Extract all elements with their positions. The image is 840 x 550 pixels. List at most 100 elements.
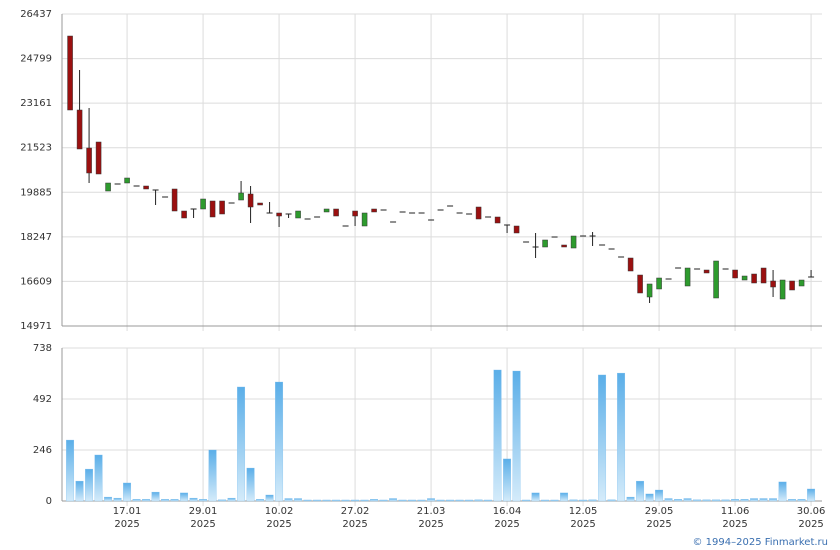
y-tick-label: 246 [33,445,52,456]
x-tick-year: 2025 [570,519,595,530]
volume-bar [379,499,388,502]
x-tick-year: 2025 [342,519,367,530]
x-tick-label: 17.01 [113,506,142,517]
candle-body [732,269,738,279]
y-tick-label: 26437 [20,9,52,20]
volume-bar [170,499,179,502]
volume-bar [341,499,350,502]
volume-bar [522,499,531,502]
volume-bar [531,492,540,502]
candle-body [542,239,548,248]
volume-bar [180,492,189,502]
candle-body [570,235,577,249]
volume-bar [417,499,426,502]
volume-bar [636,480,645,502]
candle-body [105,182,111,192]
candle-body [684,267,691,287]
y-tick-label: 738 [33,343,52,354]
candle-body [646,283,653,298]
candle-body [257,202,263,206]
volume-bar [769,498,778,502]
candle-body [86,147,92,174]
volume-bar [807,488,816,502]
candle-body [770,280,776,288]
volume-bar [778,481,787,502]
x-tick-year: 2025 [494,519,519,530]
volume-bar [446,499,455,502]
volume-bar [721,499,730,502]
volume-bar [541,499,550,502]
y-tick-label: 16609 [20,276,52,287]
volume-bar [256,499,265,502]
y-tick-label: 14971 [20,321,52,332]
candle-body [276,212,282,217]
x-tick-year: 2025 [266,519,291,530]
candle-body [627,257,634,272]
volume-bar [750,498,759,502]
volume-bar [550,499,559,502]
candle-body [295,210,301,219]
candle-body [513,225,520,234]
candle-body [798,279,805,287]
volume-bar [227,497,236,502]
candle-body [703,269,710,274]
volume-bar [569,499,578,502]
y-tick-label: 21523 [20,143,52,154]
y-tick-label: 19885 [20,187,52,198]
x-tick-label: 29.05 [645,506,674,517]
volume-bar [474,499,483,502]
y-tick-label: 492 [33,394,52,405]
volume-bar [512,370,521,502]
candle-body [181,210,187,219]
candle-body [200,198,206,210]
volume-bar [797,499,806,502]
volume-bar [626,496,635,502]
candle-body [371,208,377,213]
volume-bar [683,498,692,502]
volume-bar [66,439,75,502]
volume-bar [275,381,284,502]
volume-bar [674,499,683,502]
candle-body [789,280,795,291]
volume-bar [664,498,673,502]
y-tick-label: 23161 [20,98,52,109]
volume-bar [303,499,312,502]
volume-bar [731,499,740,502]
volume-bar [465,499,474,502]
volume-bar [408,499,417,502]
candle-body [494,216,501,224]
candle-body [751,273,757,284]
volume-bar [199,499,208,502]
y-tick-label: 0 [46,496,52,507]
x-tick-year: 2025 [190,519,215,530]
volume-bar [617,372,626,502]
candle-body [637,274,643,294]
y-tick-label: 18247 [20,232,52,243]
volume-bar [360,499,369,502]
volume-bar [370,499,379,502]
volume-bar [104,496,113,502]
y-tick-label: 24799 [20,54,52,65]
volume-bar [246,467,255,502]
x-tick-label: 30.06 [797,506,826,517]
x-tick-year: 2025 [722,519,747,530]
volume-bar [151,491,160,502]
candle-body [333,208,339,217]
volume-bar [85,468,94,502]
volume-bar [579,499,588,502]
x-tick-label: 16.04 [493,506,522,517]
volume-bar [740,499,749,502]
volume-bar [560,492,569,502]
candle-body [209,200,216,218]
candle-body [143,185,149,190]
candle-body [760,267,767,284]
x-tick-label: 27.02 [341,506,370,517]
volume-bar [75,480,84,502]
volume-bar [284,498,293,502]
volume-bar [351,499,360,502]
x-tick-label: 10.02 [265,506,294,517]
x-tick-year: 2025 [418,519,443,530]
candle-body [95,141,102,175]
volume-bar [712,499,721,502]
